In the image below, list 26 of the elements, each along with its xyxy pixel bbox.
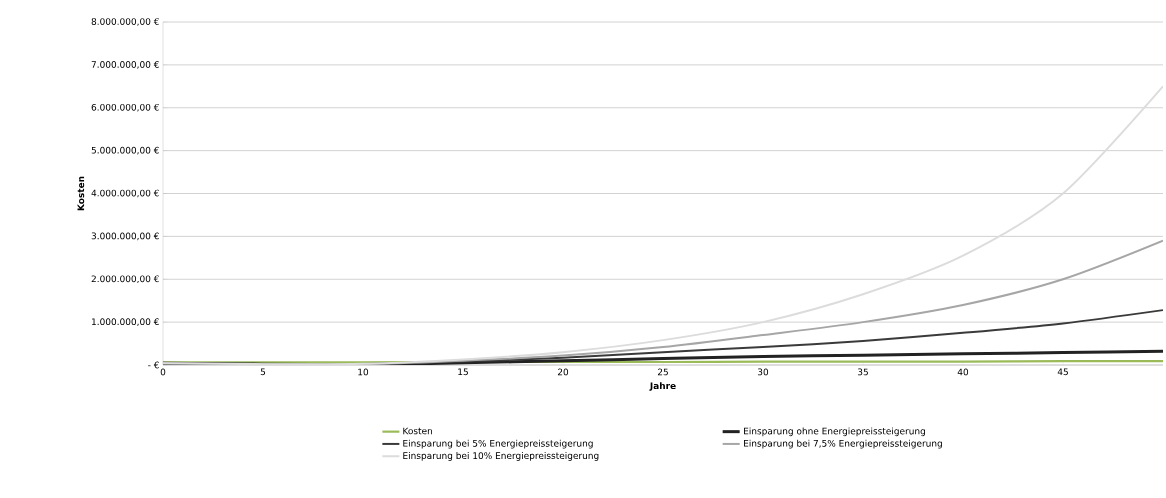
y-tick-label: 8.000.000,00 € bbox=[91, 18, 159, 26]
y-tick-label: 6.000.000,00 € bbox=[91, 103, 159, 112]
y-tick-label: - € bbox=[148, 361, 159, 369]
y-tick-label: 4.000.000,00 € bbox=[91, 189, 159, 198]
legend-label: Kosten bbox=[403, 427, 433, 435]
x-tick-label: 40 bbox=[957, 368, 969, 376]
x-tick-label: 25 bbox=[657, 368, 668, 376]
legend-label: Einsparung bei 7,5% Energiepreissteigerung bbox=[744, 439, 942, 449]
y-axis-title: Kosten bbox=[77, 176, 85, 211]
x-axis-title: Jahre bbox=[649, 382, 676, 391]
y-tick-label: 3.000.000,00 € bbox=[91, 232, 159, 241]
x-tick-label: 30 bbox=[757, 368, 769, 376]
x-tick-label: 45 bbox=[1057, 368, 1068, 376]
legend-label: Einsparung ohne Energiepreissteigerung bbox=[744, 427, 925, 437]
y-tick-label: 1.000.000,00 € bbox=[92, 318, 159, 326]
x-tick-label: 0 bbox=[160, 368, 166, 376]
x-tick-label: 20 bbox=[557, 368, 569, 376]
legend-label: Einsparung bei 10% Energiepreissteigerung bbox=[403, 452, 599, 461]
y-tick-label: 5.000.000,00 € bbox=[91, 146, 159, 155]
x-tick-label: 15 bbox=[458, 368, 468, 376]
x-tick-label: 5 bbox=[260, 368, 266, 376]
y-tick-label: 7.000.000,00 € bbox=[91, 61, 159, 69]
legend-label: Einsparung bei 5% Energiepreissteigerung bbox=[403, 439, 593, 449]
x-tick-label: 35 bbox=[857, 368, 868, 376]
x-tick-label: 10 bbox=[358, 368, 369, 376]
y-tick-label: 2.000.000,00 € bbox=[91, 275, 159, 284]
